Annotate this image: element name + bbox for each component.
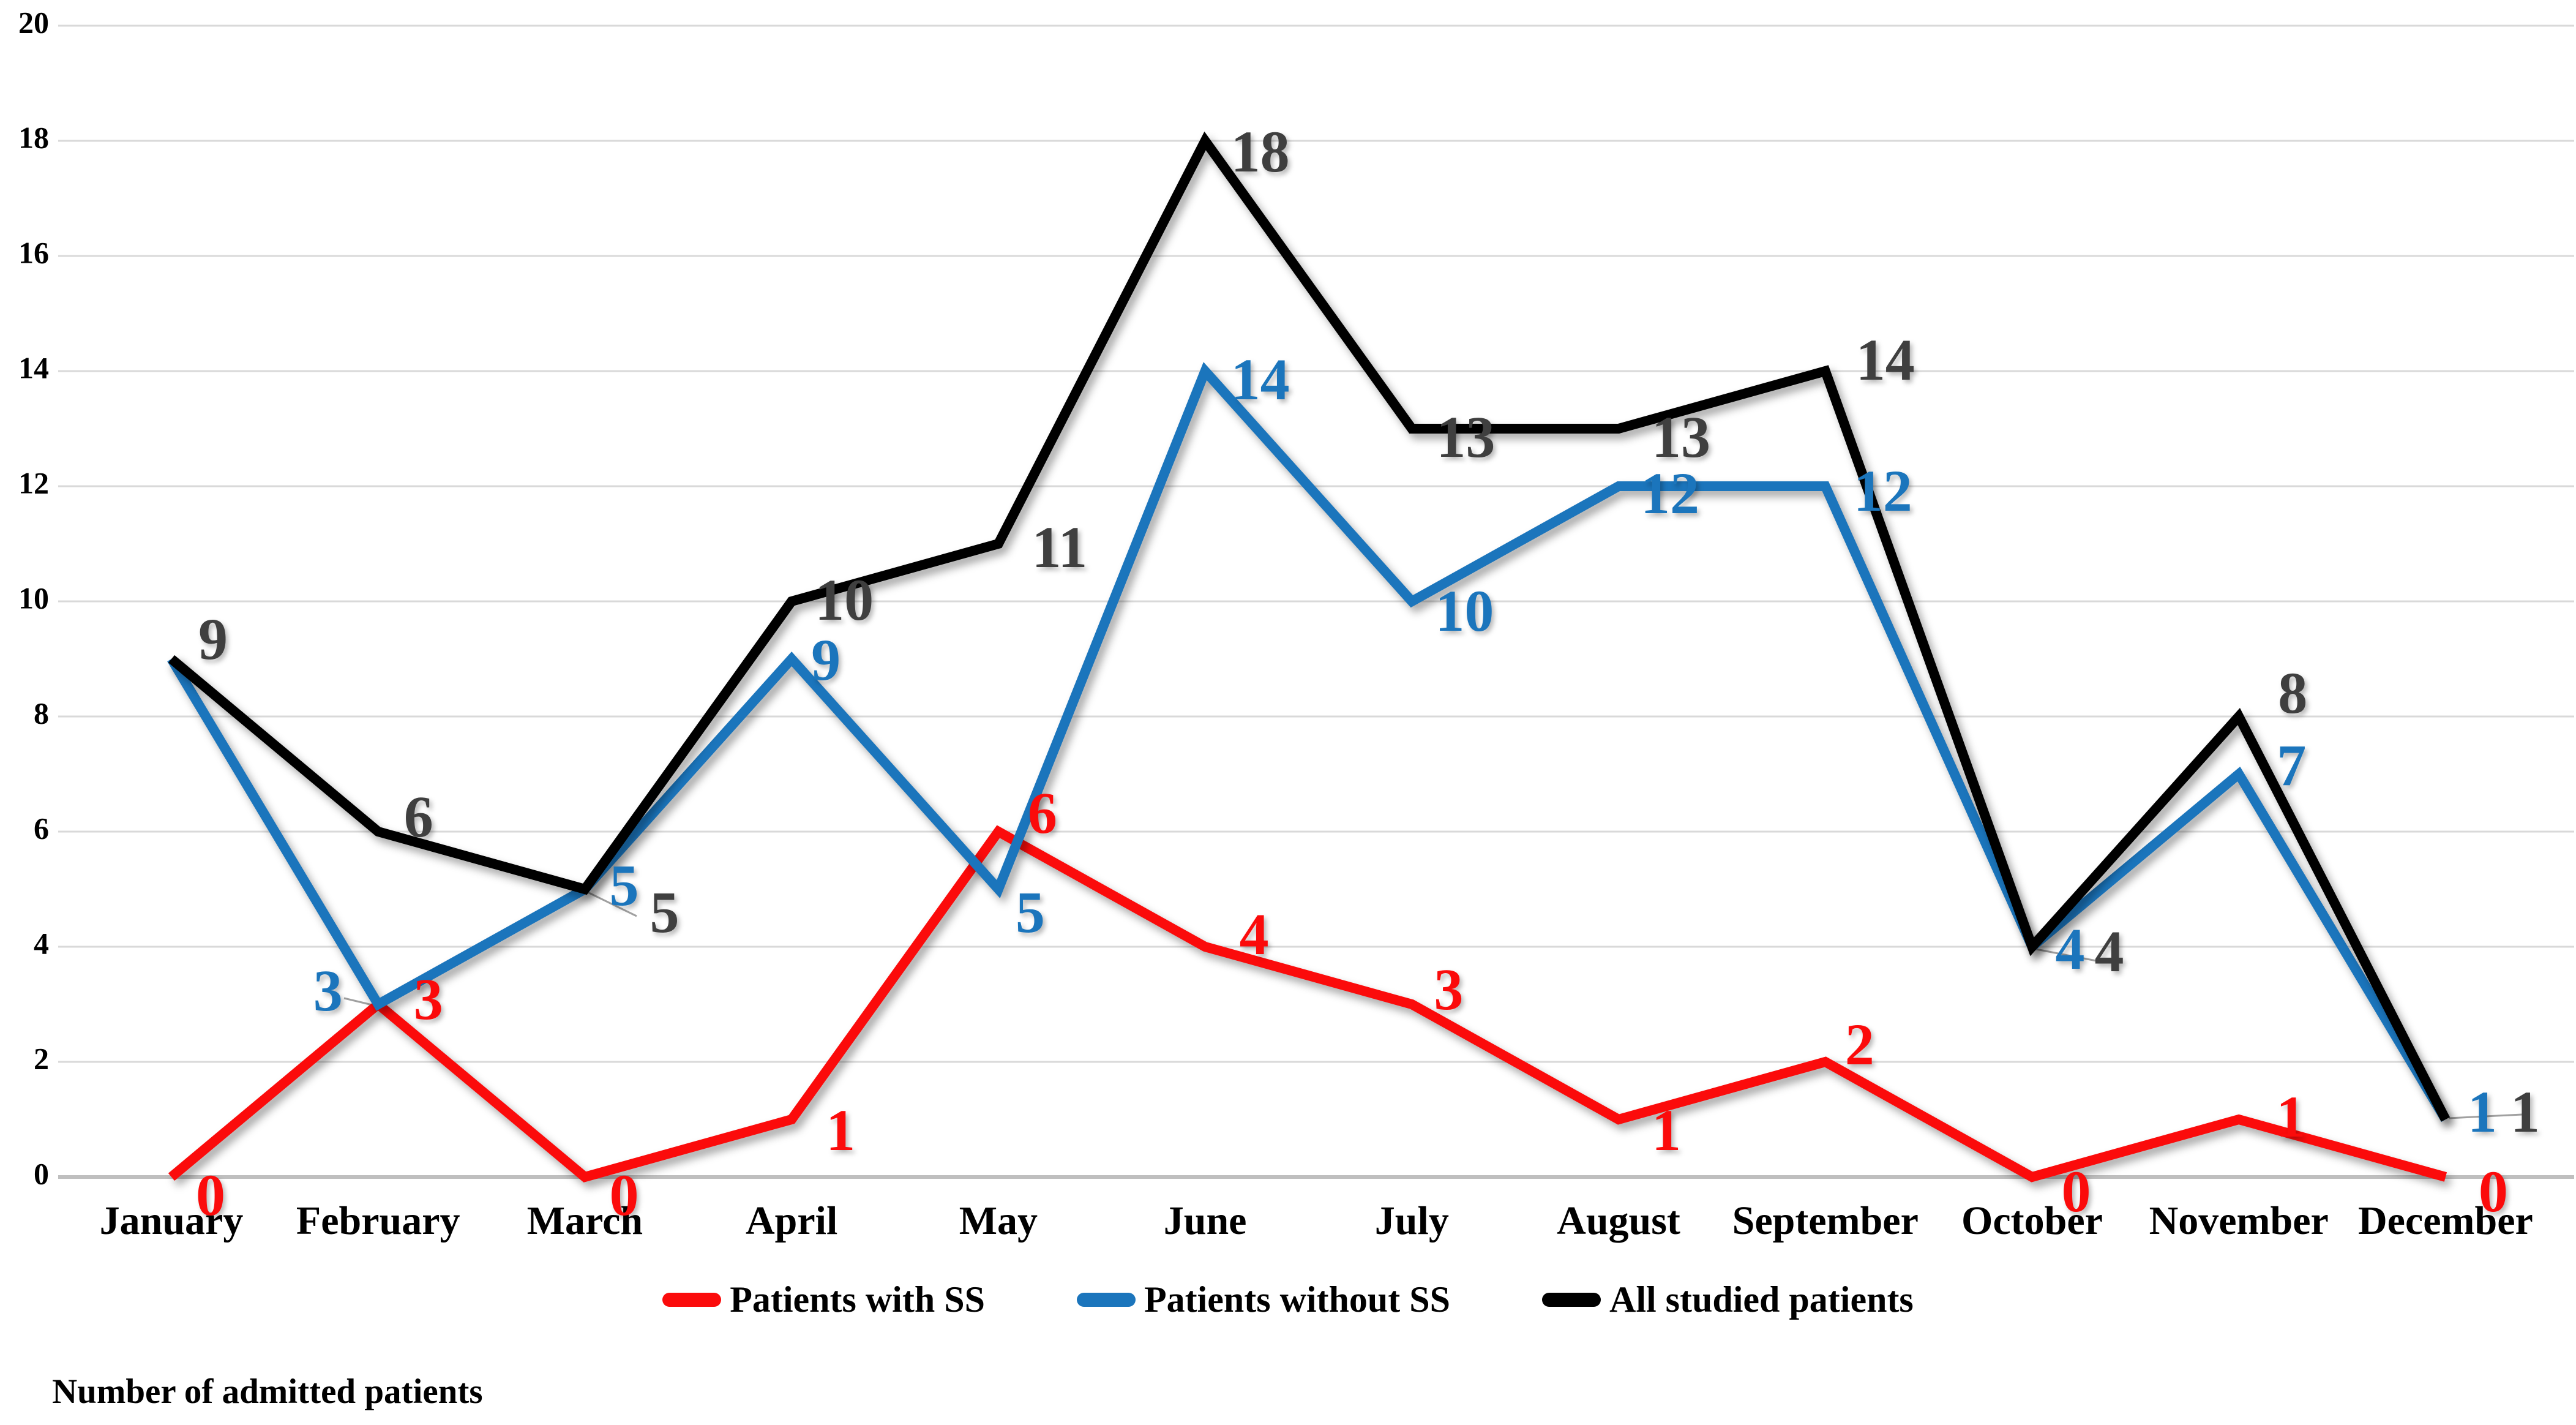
- data-label-patients-without-ss: 10: [1435, 578, 1494, 644]
- data-label-patients-with-ss: 0: [196, 1162, 225, 1228]
- data-label-all-studied-patients: 4: [2094, 919, 2124, 984]
- label-leader-line: [586, 890, 637, 917]
- y-axis-tick-label: 10: [18, 581, 49, 615]
- x-axis-category-label: June: [1164, 1198, 1247, 1243]
- legend: Patients with SS Patients without SS All…: [0, 1269, 2576, 1330]
- x-axis-category-label: December: [2358, 1198, 2533, 1243]
- series-line-patients-without-ss: [167, 362, 2450, 1122]
- x-axis-category-label: April: [746, 1198, 837, 1243]
- data-label-all-studied-patients: 13: [1652, 404, 1710, 470]
- x-axis-category-label: May: [959, 1198, 1038, 1243]
- legend-item-patients-without-ss: Patients without SS: [1076, 1279, 1451, 1321]
- y-axis-tick-label: 4: [34, 926, 49, 960]
- data-label-all-studied-patients: 6: [404, 784, 433, 849]
- x-axis-category-label: November: [2149, 1198, 2329, 1243]
- y-axis-tick-label: 0: [34, 1156, 49, 1190]
- y-axis-tick-label: 20: [18, 5, 49, 39]
- data-label-patients-with-ss: 0: [609, 1162, 638, 1228]
- data-label-all-studied-patients: 18: [1231, 119, 1290, 184]
- data-label-all-studied-patients: 11: [1032, 514, 1088, 580]
- x-axis-category-label: October: [1961, 1198, 2103, 1243]
- data-label-patients-without-ss: 14: [1231, 347, 1290, 412]
- y-axis-tick-label: 12: [18, 465, 49, 500]
- series-line-patients-with-ss: [168, 825, 2447, 1182]
- data-label-patients-with-ss: 1: [1652, 1097, 1681, 1163]
- data-label-patients-with-ss: 0: [2479, 1159, 2508, 1224]
- legend-swatch-patients-without-ss: [1076, 1292, 1136, 1307]
- data-label-all-studied-patients: 1: [2510, 1079, 2540, 1145]
- legend-item-all-studied-patients: All studied patients: [1542, 1279, 1914, 1321]
- legend-label: All studied patients: [1609, 1279, 1914, 1320]
- legend-swatch-patients-with-ss: [662, 1292, 722, 1307]
- data-label-patients-with-ss: 0: [2061, 1159, 2091, 1224]
- legend-swatch-all-studied-patients: [1542, 1292, 1601, 1307]
- series-line-all-studied-patients: [168, 131, 2451, 1122]
- data-label-patients-with-ss: 3: [1434, 957, 1463, 1022]
- legend-label: Patients with SS: [730, 1279, 985, 1320]
- x-axis-category-label: February: [296, 1198, 460, 1243]
- data-label-patients-without-ss: 9: [811, 627, 841, 693]
- label-leader-line: [343, 997, 375, 1007]
- data-label-patients-without-ss: 5: [609, 852, 638, 918]
- x-axis-category-label: January: [100, 1198, 244, 1243]
- data-label-all-studied-patients: 14: [1856, 327, 1915, 393]
- data-label-patients-with-ss: 1: [2276, 1084, 2305, 1149]
- data-label-patients-without-ss: 7: [2277, 732, 2306, 798]
- data-label-patients-with-ss: 2: [1845, 1012, 1874, 1077]
- x-axis-category-label: September: [1732, 1198, 1919, 1243]
- y-axis-tick-label: 2: [34, 1041, 49, 1075]
- data-label-patients-with-ss: 4: [1240, 901, 1269, 967]
- y-axis-tick-label: 6: [34, 811, 49, 845]
- legend-item-patients-with-ss: Patients with SS: [662, 1279, 985, 1321]
- data-label-all-studied-patients: 9: [198, 606, 228, 672]
- axis-caption: Number of admitted patients: [52, 1372, 483, 1411]
- data-label-patients-without-ss: 12: [1641, 461, 1699, 526]
- data-label-all-studied-patients: 5: [650, 879, 679, 945]
- data-label-patients-with-ss: 1: [826, 1097, 855, 1163]
- y-axis-tick-label: 16: [18, 235, 49, 269]
- x-axis-category-label: July: [1375, 1198, 1449, 1243]
- data-label-patients-with-ss: 6: [1028, 780, 1057, 846]
- legend-label: Patients without SS: [1144, 1279, 1451, 1320]
- label-leader-line: [2035, 948, 2106, 964]
- data-label-patients-without-ss: 3: [313, 958, 343, 1023]
- data-label-patients-without-ss: 5: [1016, 879, 1045, 945]
- data-label-patients-without-ss: 4: [2055, 916, 2084, 982]
- x-axis-category-label: August: [1557, 1198, 1680, 1243]
- label-leader-line: [2448, 1113, 2523, 1119]
- data-label-all-studied-patients: 10: [815, 567, 874, 633]
- y-axis-tick-label: 8: [34, 696, 49, 730]
- data-label-patients-without-ss: 12: [1854, 458, 1912, 524]
- y-axis-tick-label: 14: [18, 350, 49, 385]
- data-label-patients-with-ss: 3: [414, 966, 443, 1032]
- y-axis-tick-label: 18: [18, 120, 49, 154]
- data-label-all-studied-patients: 8: [2278, 660, 2307, 726]
- data-label-all-studied-patients: 13: [1436, 404, 1495, 470]
- data-label-patients-without-ss: 1: [2468, 1079, 2497, 1145]
- x-axis-category-label: March: [527, 1198, 643, 1243]
